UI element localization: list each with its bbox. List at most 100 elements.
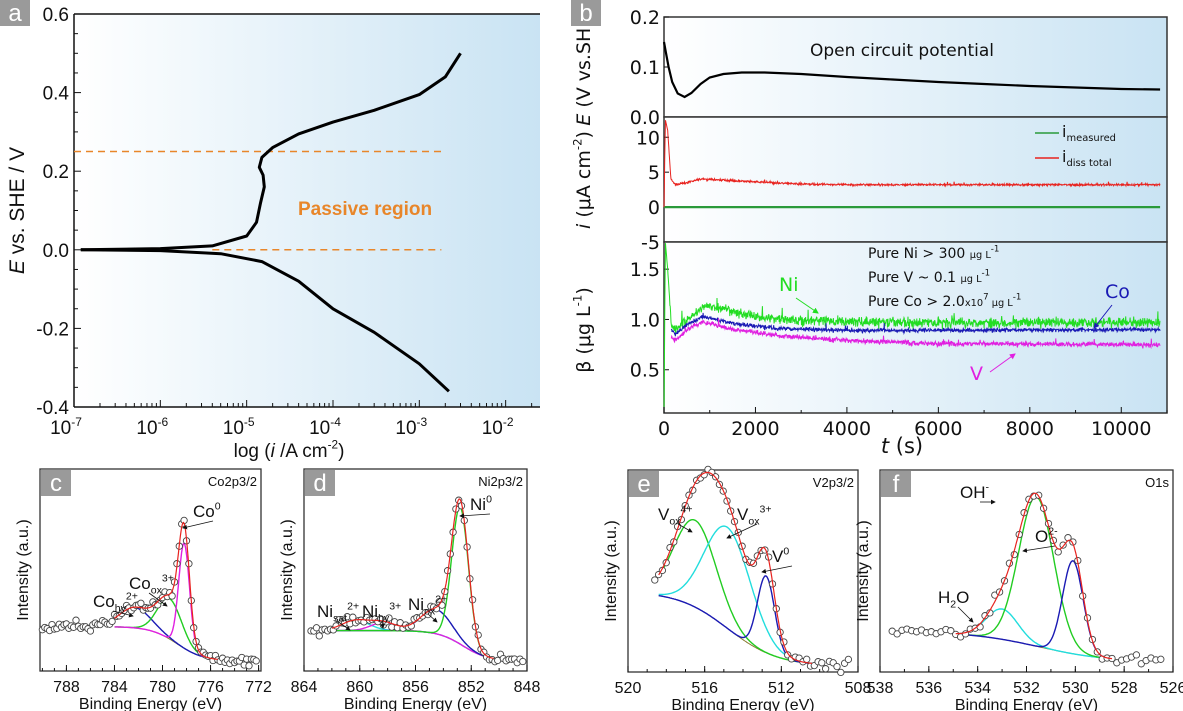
text-piece: V (772, 547, 784, 566)
x-tick-label: 530 (1062, 680, 1089, 697)
text-piece: Pure Ni > 300 (868, 246, 970, 262)
data-point (1054, 548, 1062, 556)
tick-exponent: -4 (330, 415, 341, 429)
fit-envelope-line (114, 521, 218, 660)
panel-label-e: e (629, 471, 659, 498)
panel-label-b: b (571, 0, 601, 27)
x-axis-label: Binding Energy (eV) (671, 697, 814, 711)
x-axis-label: Binding Energy (eV) (344, 696, 487, 711)
component-arrow (1022, 545, 1056, 553)
data-point (1132, 651, 1141, 659)
text-piece: Co (129, 574, 151, 593)
x-tick-label: 10-4 (309, 415, 341, 439)
component-label: Vox3+ (737, 503, 771, 527)
ni-callout: Ni (779, 274, 799, 296)
panel-label-text: b (579, 0, 592, 27)
text-piece: O (956, 588, 969, 607)
text-piece: 0 (215, 500, 221, 512)
component-peak-0 (955, 608, 1113, 660)
co-series-line (670, 312, 1161, 337)
y-axis-label: i (μA cm-2) (570, 131, 595, 229)
text-piece: Ni (362, 602, 378, 621)
text-piece: ox (748, 515, 760, 527)
data-point (252, 657, 260, 665)
spectrum-title: O1s (1145, 475, 1169, 490)
purity-note: Pure V ~ 0.1 μg L-1 (868, 269, 990, 286)
legend-label: idiss total (1062, 147, 1112, 169)
panel-label-text: e (637, 471, 650, 498)
x-tick-label: 852 (458, 679, 485, 696)
x-tick-label: 536 (915, 680, 942, 697)
data-point (474, 631, 482, 639)
y-axis-label: Intensity (a.u.) (855, 520, 872, 621)
text-piece: μg L (970, 250, 992, 261)
ni-arrow (795, 297, 819, 314)
plot-frame (39, 468, 262, 672)
y-tick-label: 0.5 (630, 360, 660, 382)
text-piece: i (573, 223, 595, 229)
text-piece: i (271, 441, 276, 462)
text-piece: - (986, 481, 990, 493)
tick-exponent: -7 (71, 415, 82, 429)
legend-label: imeasured (1062, 122, 1116, 144)
x-tick-label: 10000 (1091, 418, 1151, 440)
x-tick-label: 10-3 (395, 415, 427, 439)
plot-background (74, 14, 540, 407)
data-point (72, 616, 80, 624)
y-tick-label: -0.2 (36, 319, 69, 340)
fit-envelope-line (955, 492, 1113, 660)
text-piece: log ( (234, 441, 272, 462)
panel-label-box (629, 471, 659, 497)
panel-label-box (41, 470, 71, 496)
y-tick-label: 1.0 (630, 309, 660, 331)
plot-frame (303, 468, 528, 672)
text-piece: ox (424, 605, 436, 617)
tick-base: 10 (50, 418, 71, 439)
text-piece: ) (573, 287, 595, 294)
data-point (385, 614, 393, 622)
y-tick-label: 5 (648, 162, 660, 184)
y-tick-label: 0.2 (43, 162, 69, 183)
component-label: OH- (960, 481, 990, 502)
component-arrow (112, 610, 134, 618)
component-peak-0 (658, 519, 813, 665)
text-piece: Co (193, 502, 215, 521)
text-piece: (s) (889, 434, 923, 458)
x-tick-label: 532 (1013, 680, 1040, 697)
panel-f-xps-chart: 538 536 534 532 530 528 526 Binding Energy (eV)… (855, 469, 1183, 711)
text-piece: -1 (982, 269, 991, 279)
data-point (803, 655, 811, 663)
v-callout: V (970, 363, 983, 385)
text-piece: V (737, 505, 749, 524)
x-axis-label: Binding Energy (eV) (955, 697, 1098, 711)
text-piece: H (938, 588, 950, 607)
y-tick-label: 10 (636, 127, 660, 149)
data-point (168, 592, 176, 600)
data-point (893, 630, 901, 638)
text-piece: vs. SHE / V (6, 147, 29, 260)
y-tick-label: 0 (648, 197, 660, 219)
text-piece: E (573, 114, 595, 126)
tick-base: 10 (309, 418, 330, 439)
panel-label-d: d (305, 470, 335, 497)
text-piece: 3+ (162, 572, 174, 584)
component-arrow (726, 523, 758, 539)
component-label: Co0 (193, 500, 221, 521)
x-tick-label: 2000 (731, 418, 779, 440)
y-axis-label: Intensity (a.u.) (279, 519, 296, 620)
component-arrow (336, 620, 351, 631)
panel-label-text: a (8, 0, 22, 27)
component-arrow (148, 592, 168, 607)
series-line (662, 41, 1161, 99)
text-piece: -1 (1013, 293, 1022, 303)
data-point (86, 627, 95, 635)
data-point (976, 623, 984, 631)
data-point (837, 668, 845, 677)
text-piece: 2+ (126, 590, 138, 602)
component-label: Nisat2+ (317, 600, 359, 624)
data-point (137, 599, 145, 607)
x-tick-label: 534 (964, 680, 991, 697)
text-piece: OH (960, 483, 986, 502)
component-arrow (761, 565, 793, 574)
component-label: Ni0 (470, 493, 492, 514)
